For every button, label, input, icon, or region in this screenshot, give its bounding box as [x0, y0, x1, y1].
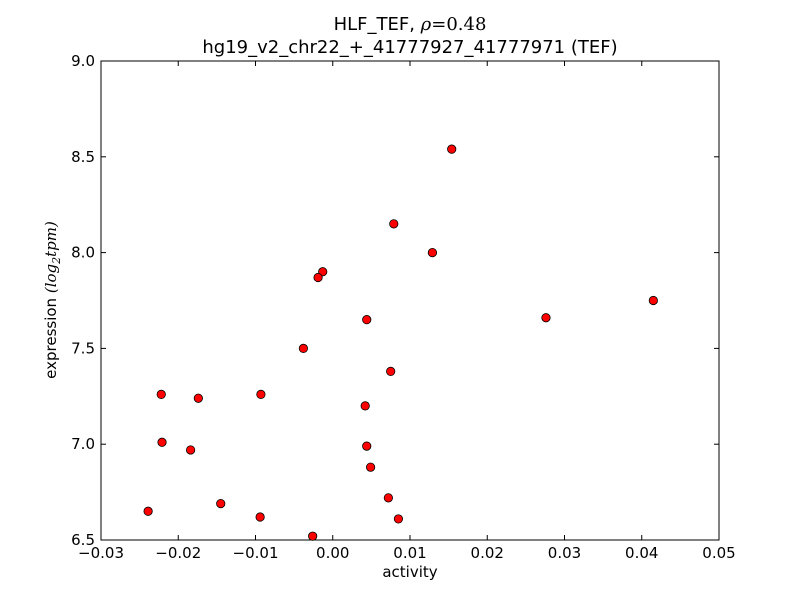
data-point — [541, 313, 551, 323]
y-axis-label: expression (log2tpm) — [42, 221, 63, 379]
y-tick-label: 9.0 — [71, 52, 95, 70]
data-point — [298, 343, 308, 353]
data-point — [386, 366, 396, 376]
data-point — [313, 272, 323, 283]
y-tick-label: 7.0 — [71, 435, 95, 453]
data-point — [648, 295, 658, 306]
data-point — [389, 219, 399, 229]
data-point — [216, 498, 226, 509]
x-tick-label: 0.01 — [393, 544, 426, 562]
data-point — [393, 514, 404, 524]
chart-title-line1: HLF_TEF, ρ=0.48 — [334, 14, 487, 35]
data-point — [143, 506, 153, 516]
data-point — [186, 445, 196, 455]
x-tick-label: 0.05 — [702, 544, 735, 562]
y-tick-label: 8.5 — [71, 148, 95, 166]
data-point — [360, 401, 370, 411]
plot-area — [100, 60, 720, 541]
x-tick-label: −0.03 — [78, 544, 124, 562]
x-tick-label: −0.02 — [155, 544, 201, 562]
data-point — [256, 389, 266, 399]
x-tick-label: 0.03 — [548, 544, 581, 562]
x-axis-label: activity — [382, 563, 437, 581]
y-tick-label: 8.0 — [71, 244, 95, 262]
data-points — [143, 144, 658, 541]
data-point — [362, 441, 372, 451]
axis-ticks: −0.03 −0.02 −0.01 0.00 0.01 0.02 0.03 0.04 0.05 6… — [71, 52, 736, 562]
x-tick-label: 0.02 — [471, 544, 504, 562]
y-tick-label: 6.5 — [71, 531, 95, 549]
data-point — [427, 248, 438, 258]
data-point — [156, 389, 166, 399]
data-point — [308, 531, 318, 541]
data-point — [366, 462, 376, 472]
x-tick-label: −0.01 — [233, 544, 279, 562]
data-point — [157, 437, 167, 447]
data-point — [447, 144, 457, 154]
chart-title-line2: hg19_v2_chr22_+_41777927_41777971 (TEF) — [202, 37, 617, 58]
data-point — [383, 493, 393, 503]
x-tick-label: 0.00 — [316, 544, 349, 562]
data-point — [362, 315, 372, 325]
x-tick-label: 0.04 — [625, 544, 658, 562]
y-tick-label: 7.5 — [71, 339, 95, 357]
data-point — [193, 393, 203, 403]
data-point — [255, 512, 265, 522]
